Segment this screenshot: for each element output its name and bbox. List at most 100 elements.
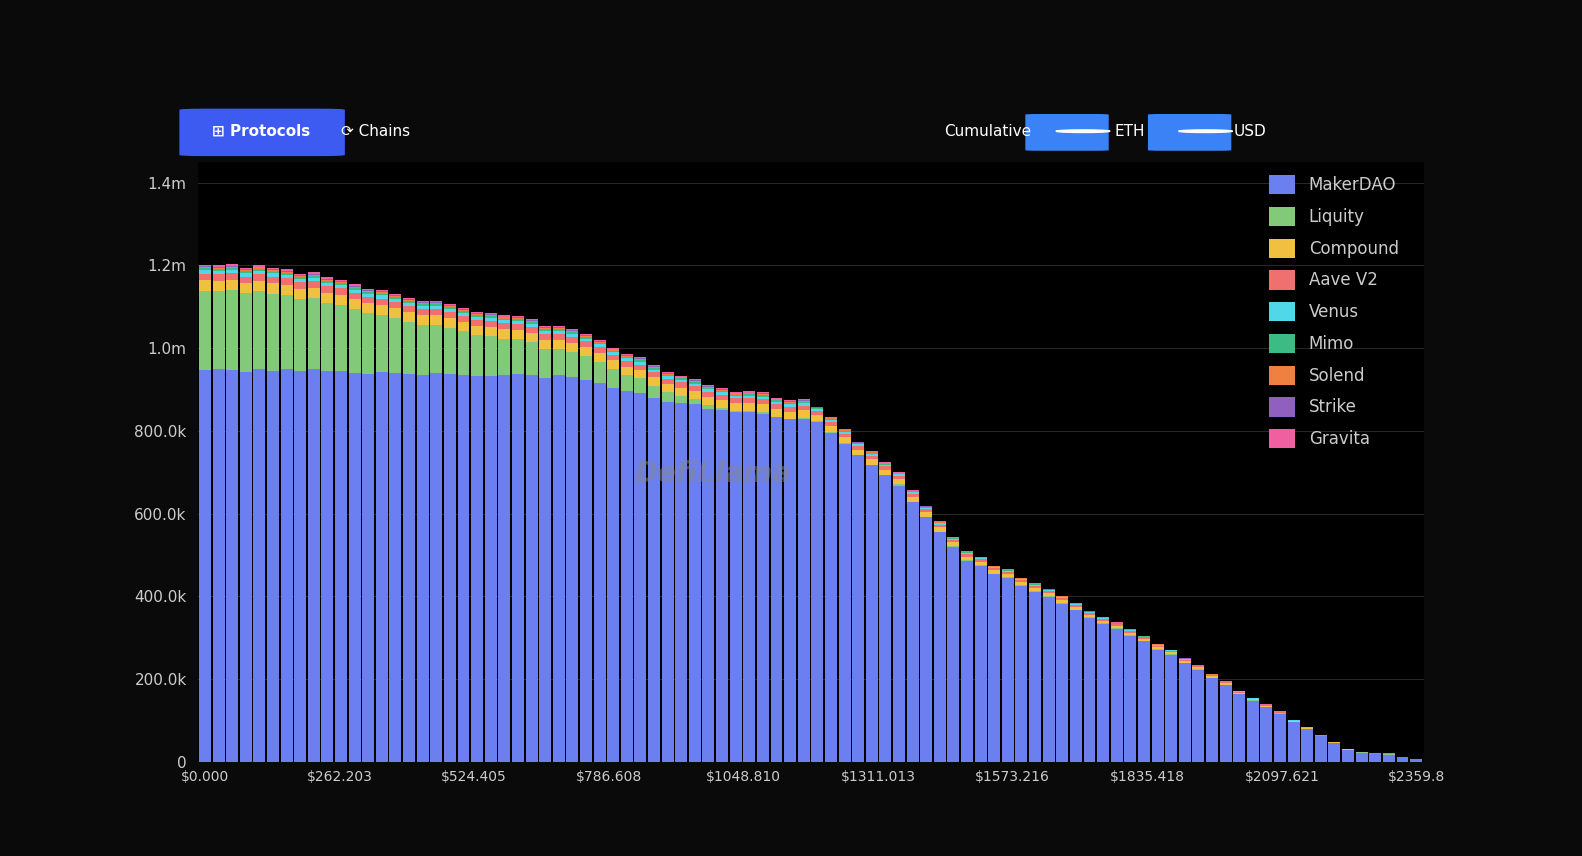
Bar [906,502,919,762]
Bar [797,399,810,400]
Bar [797,401,810,403]
Bar [1043,591,1055,593]
Bar [960,553,973,554]
Bar [471,314,483,315]
Bar [1152,647,1163,649]
Bar [1193,670,1204,762]
Bar [1247,699,1259,700]
Bar [525,333,538,342]
Bar [948,548,959,762]
Bar [471,326,483,336]
Bar [389,373,402,762]
Bar [253,265,266,266]
Bar [717,400,728,407]
Bar [416,302,429,303]
Bar [513,330,524,339]
Bar [702,385,715,386]
Bar [702,388,715,389]
Bar [321,371,334,762]
Bar [525,321,538,323]
Bar [416,304,429,306]
Bar [634,360,647,362]
Bar [812,409,823,411]
Bar [430,300,443,302]
Bar [770,401,783,404]
Bar [280,278,293,284]
Bar [403,299,414,300]
Bar [717,407,728,409]
Bar [294,276,307,277]
Bar [335,288,346,295]
Bar [566,334,579,337]
Bar [989,574,1000,762]
Bar [280,269,293,270]
Bar [308,282,320,288]
Bar [620,390,633,762]
Bar [566,352,579,377]
Bar [865,453,878,454]
Bar [457,310,470,311]
Bar [593,344,606,348]
Bar [498,339,511,375]
Bar [457,312,470,316]
Bar [744,398,755,403]
Bar [348,286,361,287]
Bar [634,378,647,393]
Bar [865,459,878,465]
Bar [267,271,278,273]
Bar [649,377,660,386]
Bar [212,281,225,291]
Bar [1028,588,1041,591]
Bar [484,321,497,327]
Bar [240,372,252,762]
Bar [321,281,334,283]
Bar [1016,580,1027,582]
Bar [1001,574,1014,578]
Bar [457,309,470,310]
Bar [770,417,783,762]
Bar [880,464,891,465]
Bar [1016,582,1027,586]
Bar [1261,706,1272,707]
Bar [552,348,565,376]
Bar [253,270,266,274]
Bar [199,370,210,762]
Bar [253,369,266,762]
Circle shape [1179,130,1232,133]
Bar [824,431,837,433]
Bar [430,315,443,324]
Bar [294,277,307,279]
Bar [812,411,823,415]
Bar [634,393,647,762]
Bar [484,376,497,762]
Bar [620,357,633,359]
Bar [975,566,987,762]
Bar [566,337,579,342]
Bar [1342,750,1354,762]
Bar [1125,637,1136,762]
Bar [702,405,715,409]
Bar [362,373,375,762]
Bar [240,268,252,269]
Bar [525,327,538,333]
Bar [785,404,796,407]
Bar [484,316,497,318]
Bar [335,295,346,305]
Bar [226,265,239,266]
Bar [1111,624,1123,626]
Bar [280,271,293,273]
Bar [484,318,497,321]
Bar [948,538,959,540]
Bar [566,332,579,334]
Bar [756,396,769,399]
Bar [416,315,429,324]
Bar [770,397,783,399]
Bar [212,274,225,281]
Bar [308,272,320,274]
Bar [308,276,320,278]
Bar [280,275,293,278]
Bar [1205,678,1218,762]
Bar [1001,571,1014,572]
Bar [552,376,565,762]
Bar [717,391,728,392]
